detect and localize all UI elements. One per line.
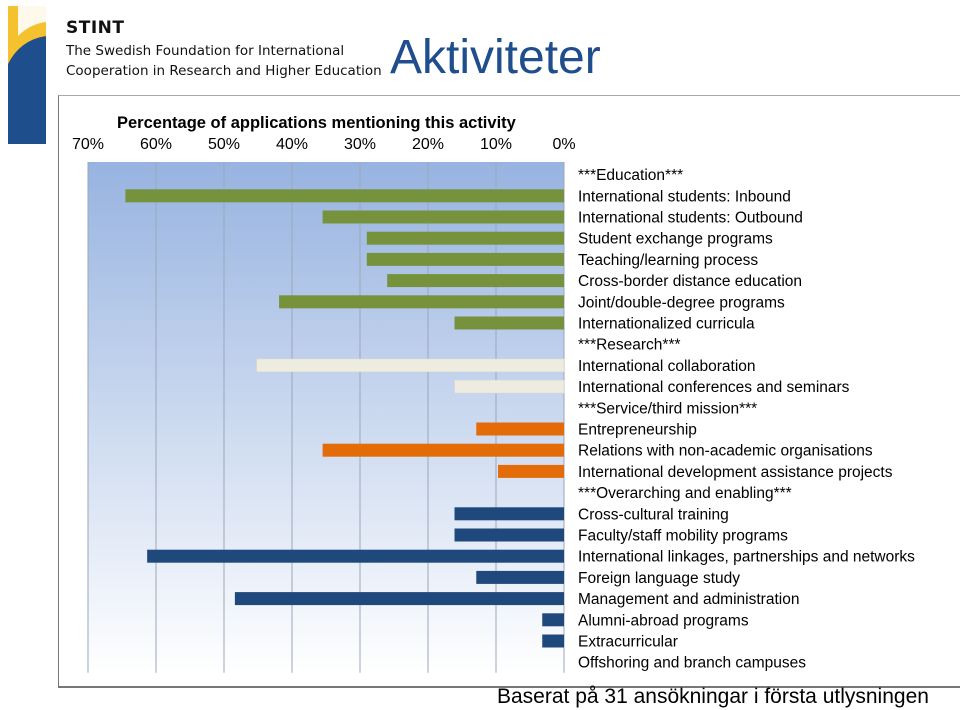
category-label: Teaching/learning process bbox=[578, 252, 758, 269]
category-label: International conferences and seminars bbox=[578, 379, 850, 396]
category-label: Management and administration bbox=[578, 591, 799, 608]
chart-frame: Percentage of applications mentioning th… bbox=[58, 95, 960, 688]
category-label: Extracurricular bbox=[578, 634, 678, 651]
category-label: Offshoring and branch campuses bbox=[578, 655, 806, 672]
category-label: International linkages, partnerships and… bbox=[578, 549, 915, 566]
bar bbox=[498, 464, 564, 478]
category-label: International students: Outbound bbox=[578, 210, 803, 227]
logo-name: STINT bbox=[66, 18, 125, 38]
category-label: Relations with non-academic organisation… bbox=[578, 443, 873, 460]
category-label: International collaboration bbox=[578, 358, 756, 375]
logo-line-1: The Swedish Foundation for International bbox=[66, 43, 345, 59]
category-label: ***Service/third mission*** bbox=[578, 400, 757, 417]
category-label: Entrepreneurship bbox=[578, 422, 697, 439]
category-label: ***Overarching and enabling*** bbox=[578, 485, 792, 502]
bar bbox=[279, 295, 564, 309]
bar bbox=[366, 252, 564, 266]
bar bbox=[147, 549, 564, 563]
slide-title: Aktiviteter bbox=[390, 31, 601, 84]
x-tick-label: 40% bbox=[276, 136, 308, 153]
bar bbox=[542, 613, 564, 627]
bar bbox=[454, 316, 564, 330]
bar bbox=[366, 231, 564, 245]
bar bbox=[454, 507, 564, 521]
category-label: Cross-cultural training bbox=[578, 506, 729, 523]
bar bbox=[387, 274, 564, 288]
category-label: Alumni-abroad programs bbox=[578, 612, 749, 629]
bar bbox=[322, 443, 564, 457]
bar bbox=[454, 379, 565, 394]
category-label: Internationalized curricula bbox=[578, 316, 755, 333]
x-tick-label: 60% bbox=[140, 136, 172, 153]
bar bbox=[476, 570, 564, 584]
bar-chart: Percentage of applications mentioning th… bbox=[72, 114, 915, 673]
logo-line-2: Cooperation in Research and Higher Educa… bbox=[66, 63, 382, 79]
category-label: Foreign language study bbox=[578, 570, 740, 587]
x-tick-label: 0% bbox=[552, 136, 575, 153]
x-tick-label: 50% bbox=[208, 136, 240, 153]
x-tick-label: 30% bbox=[344, 136, 376, 153]
category-label: International students: Inbound bbox=[578, 188, 791, 205]
category-label: Cross-border distance education bbox=[578, 273, 802, 290]
stint-logo-mark bbox=[8, 6, 46, 144]
chart-title: Percentage of applications mentioning th… bbox=[117, 114, 517, 132]
bar bbox=[256, 358, 565, 373]
plot-background bbox=[88, 162, 564, 673]
bar bbox=[542, 634, 564, 648]
category-label: International development assistance pro… bbox=[578, 464, 893, 481]
footer-note: Baserat på 31 ansökningar i första utlys… bbox=[497, 685, 929, 708]
bar bbox=[322, 210, 564, 224]
category-label: ***Research*** bbox=[578, 337, 681, 354]
bar bbox=[125, 189, 565, 203]
category-label: Student exchange programs bbox=[578, 231, 773, 248]
bar bbox=[234, 592, 564, 606]
bar bbox=[454, 528, 564, 542]
logo-text: STINT The Swedish Foundation for Interna… bbox=[66, 18, 382, 79]
x-tick-label: 70% bbox=[72, 136, 104, 153]
bar bbox=[476, 422, 564, 436]
category-label: ***Education*** bbox=[578, 167, 683, 184]
category-label: Joint/double-degree programs bbox=[578, 294, 785, 311]
category-label: Faculty/staff mobility programs bbox=[578, 528, 788, 545]
x-tick-label: 20% bbox=[412, 136, 444, 153]
x-tick-label: 10% bbox=[480, 136, 512, 153]
